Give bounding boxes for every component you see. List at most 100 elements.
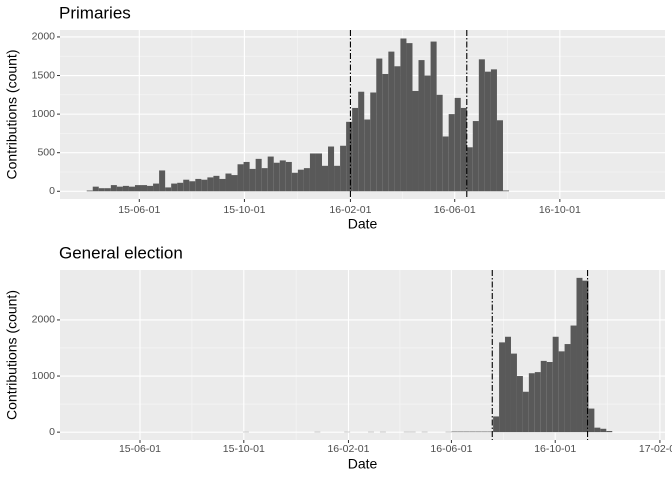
- bar: [475, 431, 482, 433]
- bar: [466, 147, 473, 192]
- bar: [540, 360, 547, 433]
- bar: [86, 190, 93, 192]
- bar: [481, 431, 488, 433]
- bar: [388, 51, 395, 192]
- bar: [153, 183, 160, 192]
- bar: [171, 183, 178, 192]
- bar: [255, 158, 262, 192]
- y-tick-label: 0: [49, 185, 55, 197]
- bar: [98, 188, 105, 192]
- bar: [487, 431, 494, 433]
- y-axis-label: Contributions (count): [4, 50, 20, 180]
- bar: [352, 107, 359, 192]
- bar: [243, 161, 250, 192]
- x-tick-label: 15-06-01: [118, 204, 160, 216]
- bar: [451, 431, 458, 433]
- bar: [189, 181, 196, 192]
- y-tick-label: 500: [37, 146, 55, 158]
- bar: [207, 177, 214, 192]
- bar: [285, 161, 292, 192]
- bar: [502, 190, 510, 192]
- bar: [340, 145, 347, 192]
- bar: [237, 164, 244, 192]
- y-tick-label: 1500: [32, 69, 56, 81]
- y-tick-label: 1000: [32, 370, 56, 382]
- bar: [141, 185, 148, 192]
- bar: [291, 172, 298, 192]
- bar: [472, 121, 479, 192]
- bar: [516, 376, 523, 433]
- bar: [600, 428, 607, 433]
- bar: [457, 431, 464, 433]
- bar: [522, 391, 529, 433]
- bar: [165, 187, 172, 192]
- x-tick-label: 16-02-01: [329, 204, 371, 216]
- y-tick-label: 2000: [32, 314, 56, 326]
- bar: [558, 351, 565, 433]
- bar: [309, 153, 316, 192]
- bar: [315, 153, 322, 192]
- bar: [546, 362, 553, 433]
- bar: [334, 165, 341, 192]
- bar: [177, 182, 184, 192]
- y-tick-label: 2000: [32, 31, 56, 43]
- bar: [400, 38, 407, 192]
- bar: [225, 173, 232, 192]
- bar: [528, 373, 535, 433]
- x-tick-label: 15-06-01: [119, 443, 161, 455]
- y-tick-label: 0: [49, 426, 55, 438]
- x-axis-label: Date: [348, 216, 378, 232]
- bar: [570, 325, 577, 433]
- bar: [110, 185, 117, 192]
- x-tick-label: 16-10-01: [534, 443, 576, 455]
- bar: [122, 185, 129, 192]
- bar: [493, 416, 500, 433]
- bar: [499, 342, 506, 433]
- bar: [564, 344, 571, 433]
- bar: [510, 353, 517, 433]
- bar: [424, 75, 431, 192]
- bar: [594, 427, 601, 433]
- bar: [463, 431, 470, 433]
- bar: [261, 168, 268, 192]
- bar: [195, 178, 202, 192]
- bar: [534, 372, 541, 433]
- bar: [418, 60, 425, 192]
- x-tick-label: 16-02-01: [327, 443, 369, 455]
- bar: [576, 277, 583, 433]
- x-tick-label: 16-06-01: [434, 204, 476, 216]
- bar: [469, 431, 476, 433]
- y-tick-label: 1000: [32, 108, 56, 120]
- bar: [159, 170, 166, 192]
- bar: [460, 107, 467, 192]
- bar: [231, 175, 238, 192]
- bar: [303, 168, 310, 192]
- bar: [183, 179, 190, 192]
- x-tick-label: 16-10-01: [539, 204, 581, 216]
- bar: [454, 97, 461, 192]
- x-tick-label: 15-10-01: [223, 443, 265, 455]
- bar: [484, 71, 491, 192]
- bar: [478, 59, 485, 192]
- bar: [448, 114, 455, 192]
- bar: [328, 146, 335, 192]
- x-axis-label: Date: [348, 456, 378, 472]
- bar: [249, 168, 256, 192]
- bar: [201, 179, 208, 192]
- bar: [490, 69, 497, 192]
- bar: [394, 66, 401, 192]
- bar: [134, 185, 142, 192]
- bar: [358, 91, 365, 192]
- bar: [104, 188, 111, 192]
- bar: [406, 43, 413, 192]
- chart-title: Primaries: [59, 3, 131, 22]
- bar: [116, 186, 123, 192]
- bar: [412, 90, 419, 192]
- bar: [279, 160, 286, 192]
- bar: [92, 186, 99, 192]
- x-tick-label: 16-06-01: [430, 443, 472, 455]
- bar: [321, 165, 329, 192]
- bar: [128, 186, 135, 192]
- bar: [376, 58, 383, 192]
